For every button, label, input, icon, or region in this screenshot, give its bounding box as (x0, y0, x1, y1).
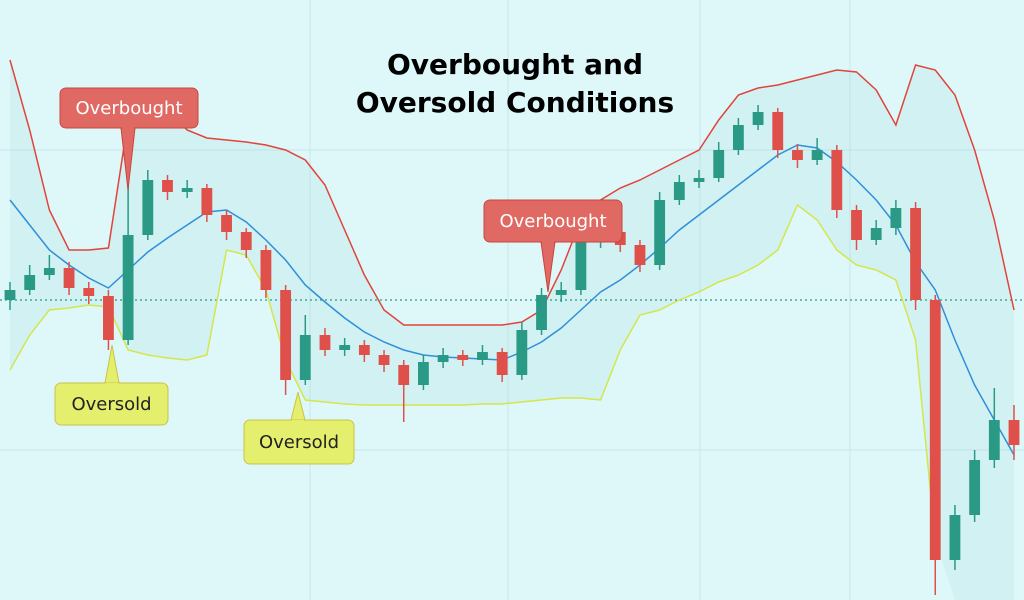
candle-body (142, 180, 154, 235)
annotation: Oversold (243, 391, 355, 465)
candle-body (969, 460, 981, 515)
annotation: Oversold (54, 344, 169, 426)
candle-body (417, 362, 429, 385)
candle-body (575, 240, 587, 290)
candle-body (358, 345, 370, 355)
candle-body (43, 268, 55, 275)
band-line (9, 203, 937, 541)
candle-body (201, 188, 213, 215)
candle-body (398, 365, 410, 385)
annotation-text: Overbought (75, 98, 182, 119)
candle-body (181, 188, 193, 192)
candle-body (988, 420, 1000, 460)
candle-body (516, 330, 528, 375)
annotation-cover (542, 240, 554, 243)
annotation: Overbought (483, 199, 623, 293)
candle-body (122, 235, 134, 340)
candle-body (83, 288, 95, 296)
candle-body (280, 290, 292, 380)
candle-body (949, 515, 961, 560)
candle-body (496, 352, 508, 375)
candle-body (162, 180, 173, 192)
candle-body (831, 150, 843, 210)
candle-body (870, 228, 882, 240)
band-line (9, 144, 1015, 456)
candle-body (299, 335, 311, 380)
annotation-text: Overbought (499, 211, 606, 232)
band-fill (10, 60, 1014, 600)
candle-body (732, 125, 744, 150)
candle-body (713, 150, 725, 178)
candle-body (63, 268, 75, 288)
candle-body (792, 150, 803, 160)
candle-body (536, 295, 547, 330)
candle-body (654, 200, 666, 265)
candle-body (772, 112, 784, 150)
annotation-cover (106, 383, 118, 386)
candle-body (339, 345, 351, 350)
annotation-cover (292, 420, 304, 423)
candle-body (260, 250, 272, 290)
candle-body (477, 352, 488, 360)
annotation-text: Oversold (71, 394, 151, 415)
candle-body (929, 300, 941, 560)
annotation-pointer (104, 344, 120, 384)
candle-body (673, 182, 685, 200)
candle-body (693, 178, 705, 182)
candle-body (437, 355, 449, 362)
candle-body (4, 290, 16, 300)
annotation-cover (122, 126, 134, 129)
candle-body (457, 355, 469, 360)
candle-body (319, 335, 331, 350)
annotation-text: Oversold (259, 432, 339, 453)
candle-body (890, 208, 902, 228)
annotation: Overbought (59, 87, 199, 191)
candle-body (1008, 420, 1020, 445)
candle-body (103, 296, 114, 340)
candle-body (221, 215, 232, 232)
candle-body (378, 355, 390, 365)
candle-body (24, 275, 36, 290)
candle-body (811, 150, 823, 160)
candle-body (240, 232, 252, 250)
candle-body (634, 245, 646, 265)
candle-body (910, 208, 921, 300)
chart-title: Overbought and Oversold Conditions (355, 48, 675, 119)
candle-body (752, 112, 764, 125)
candle-body (555, 290, 567, 295)
candle-body (851, 210, 862, 240)
annotation-pointer (540, 241, 556, 293)
